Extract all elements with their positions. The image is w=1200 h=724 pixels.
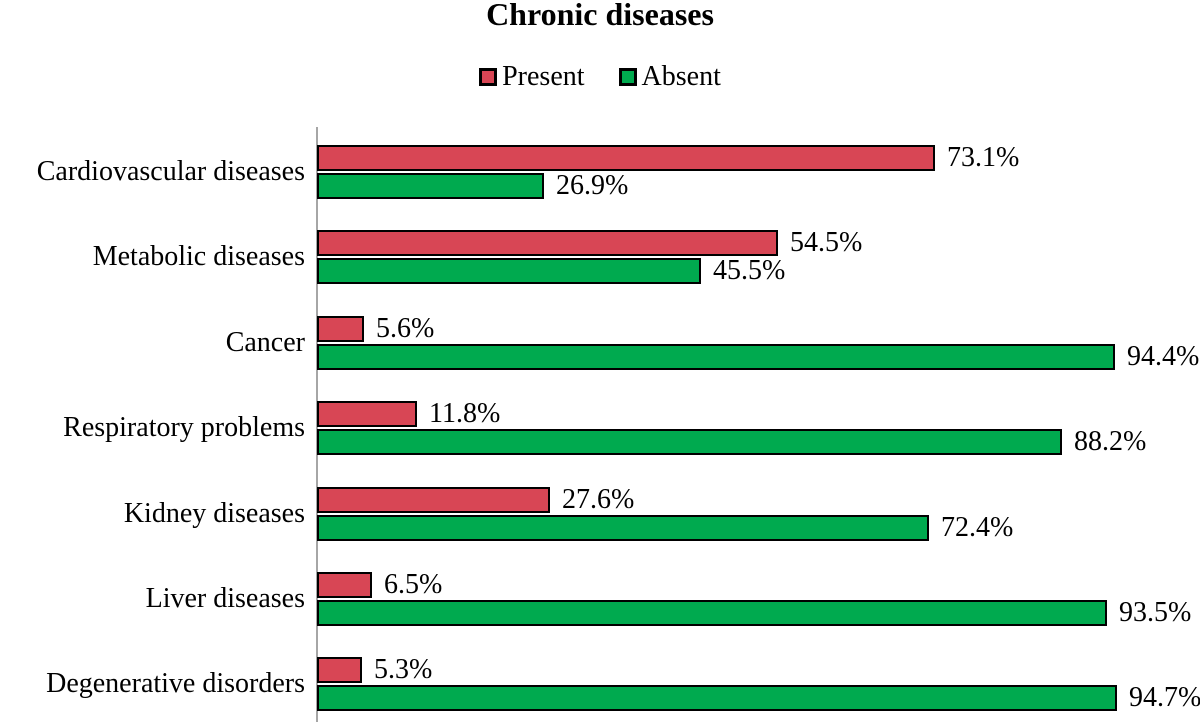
value-label-absent: 26.9% — [556, 170, 629, 201]
value-label-absent: 94.7% — [1129, 682, 1200, 714]
bar-present — [317, 315, 364, 342]
bar-present — [317, 657, 362, 684]
category-label: Metabolic diseases — [92, 241, 305, 273]
category-label: Cardiovascular diseases — [36, 156, 305, 187]
chart-title: Chronic diseases — [486, 0, 714, 32]
bar-present — [317, 572, 372, 598]
legend-label-absent: Absent — [641, 61, 721, 92]
legend-swatch-absent — [618, 68, 637, 86]
bar-absent — [317, 685, 1117, 712]
bar-absent — [317, 173, 544, 199]
bar-absent — [317, 600, 1107, 626]
bar-present — [317, 486, 550, 513]
chart-legend: Present Absent — [0, 60, 1200, 94]
value-label-present: 5.3% — [374, 654, 433, 686]
bar-present — [317, 145, 935, 171]
bar-absent — [317, 343, 1115, 370]
value-label-present: 73.1% — [947, 142, 1020, 173]
category-label: Respiratory problems — [63, 412, 305, 444]
bar-absent — [317, 514, 929, 541]
value-label-present: 5.6% — [376, 312, 435, 344]
value-label-absent: 45.5% — [713, 255, 786, 287]
legend-swatch-present — [479, 68, 498, 86]
bar-absent — [317, 429, 1062, 456]
bar-present — [317, 401, 417, 428]
value-label-present: 11.8% — [429, 398, 501, 430]
legend-item-present: Present — [479, 60, 585, 94]
category-label: Cancer — [225, 326, 305, 358]
value-label-absent: 72.4% — [941, 511, 1014, 543]
category-label: Liver diseases — [145, 583, 305, 614]
bar-present — [317, 230, 778, 257]
value-label-present: 6.5% — [384, 569, 443, 600]
value-label-present: 27.6% — [562, 483, 635, 515]
legend-label-present: Present — [502, 61, 585, 92]
bar-absent — [317, 258, 701, 285]
legend-item-absent: Absent — [618, 60, 721, 94]
category-label: Degenerative disorders — [46, 668, 305, 700]
category-label: Kidney diseases — [123, 497, 305, 529]
value-label-present: 54.5% — [790, 227, 863, 259]
value-label-absent: 88.2% — [1074, 426, 1147, 458]
value-label-absent: 94.4% — [1127, 340, 1200, 372]
value-label-absent: 93.5% — [1119, 597, 1192, 628]
